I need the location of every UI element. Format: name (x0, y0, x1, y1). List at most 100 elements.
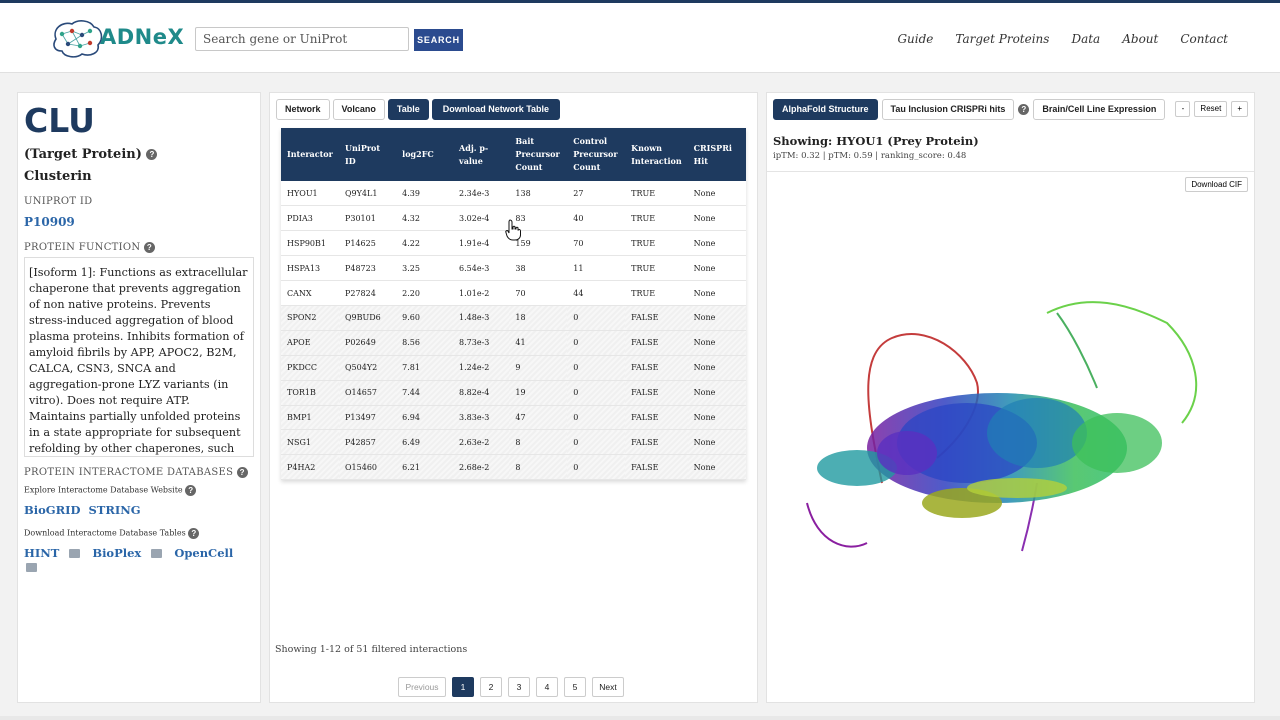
column-header[interactable]: Known Interaction (625, 128, 688, 181)
cell-log2fc: 4.22 (396, 230, 454, 257)
table-row[interactable]: PDIA3 P30101 4.32 3.02e-4 83 40 TRUE None (281, 205, 746, 232)
main-nav: Guide Target Proteins Data About Contact (897, 32, 1228, 46)
help-icon[interactable]: ? (185, 485, 197, 496)
tab-tau-crispri-hits[interactable]: Tau Inclusion CRISPRi hits (881, 99, 1015, 120)
page-1-button[interactable]: 1 (452, 677, 474, 697)
protein-function-text[interactable]: [Isoform 1]: Functions as extracellular … (24, 257, 254, 457)
table-row[interactable]: HYOU1 Q9Y4L1 4.39 2.34e-3 138 27 TRUE None (281, 181, 746, 207)
cell-adj-pvalue: 2.68e-2 (453, 454, 510, 481)
cell-adj-pvalue: 1.01e-2 (453, 280, 510, 306)
table-row[interactable]: HSPA13 P48723 3.25 6.54e-3 38 11 TRUE None (281, 255, 746, 282)
cell-uniprot: Q9Y4L1 (338, 181, 397, 207)
help-icon[interactable]: ? (188, 528, 200, 539)
next-page-button[interactable]: Next (592, 677, 624, 697)
nav-data[interactable]: Data (1071, 32, 1101, 46)
nav-target-proteins[interactable]: Target Proteins (955, 32, 1050, 46)
column-header[interactable]: Interactor (281, 128, 339, 181)
cell-known-interaction: TRUE (625, 255, 688, 282)
column-header[interactable]: UniProt ID (338, 128, 397, 181)
nav-contact[interactable]: Contact (1180, 32, 1228, 46)
tab-network[interactable]: Network (276, 99, 330, 120)
cell-uniprot: O14657 (338, 380, 397, 406)
nav-about[interactable]: About (1122, 32, 1159, 46)
column-header[interactable]: CRISPRi Hit (687, 128, 746, 181)
cell-adj-pvalue: 3.02e-4 (453, 205, 510, 232)
tab-table[interactable]: Table (387, 99, 429, 120)
nav-guide[interactable]: Guide (897, 32, 934, 46)
page-2-button[interactable]: 2 (480, 677, 502, 697)
column-header[interactable]: log2FC (396, 128, 454, 181)
cell-bait-count: 70 (509, 280, 568, 306)
cell-known-interaction: TRUE (625, 181, 688, 207)
tab-alphafold-structure[interactable]: AlphaFold Structure (773, 99, 878, 120)
brain-network-logo-icon[interactable] (48, 19, 183, 59)
protein-structure-viewer[interactable] (787, 293, 1227, 583)
tab-brain-cell-line-expression[interactable]: Brain/Cell Line Expression (1033, 99, 1166, 120)
folder-icon (151, 549, 163, 558)
cell-adj-pvalue: 1.48e-3 (453, 305, 510, 331)
cell-known-interaction: FALSE (625, 355, 688, 381)
tab-volcano[interactable]: Volcano (332, 99, 385, 120)
logo-text[interactable]: ADNeX (100, 25, 185, 49)
cell-known-interaction: FALSE (625, 330, 688, 356)
table-row[interactable]: P4HA2 O15460 6.21 2.68e-2 8 0 FALSE None (281, 454, 746, 481)
biogrid-link[interactable]: BioGRID (24, 503, 81, 517)
table-row[interactable]: SPON2 Q9BUD6 9.60 1.48e-3 18 0 FALSE None (281, 305, 746, 331)
table-row[interactable]: BMP1 P13497 6.94 3.83e-3 47 0 FALSE None (281, 405, 746, 431)
page-4-button[interactable]: 4 (536, 677, 558, 697)
reset-view-button[interactable]: Reset (1194, 101, 1228, 117)
structure-panel: AlphaFold Structure Tau Inclusion CRISPR… (766, 92, 1255, 703)
protein-type: (Target Protein) ? (24, 147, 158, 162)
page-3-button[interactable]: 3 (508, 677, 530, 697)
cell-adj-pvalue: 6.54e-3 (453, 255, 510, 282)
cell-bait-count: 8 (509, 454, 568, 481)
help-icon[interactable]: ? (143, 242, 155, 253)
cell-known-interaction: FALSE (625, 429, 688, 456)
download-cif-button[interactable]: Download CIF (1185, 177, 1248, 192)
column-header[interactable]: Adj. p-value (453, 128, 510, 181)
interactome-heading: PROTEIN INTERACTOME DATABASES ? (24, 467, 248, 478)
cell-log2fc: 2.20 (396, 280, 454, 306)
help-icon[interactable]: ? (146, 149, 158, 160)
uniprot-link[interactable]: P10909 (24, 215, 75, 229)
previous-page-button[interactable]: Previous (398, 677, 446, 697)
string-link[interactable]: STRING (88, 503, 141, 517)
cell-adj-pvalue: 8.82e-4 (453, 380, 510, 406)
zoom-out-button[interactable]: - (1175, 101, 1191, 117)
cell-log2fc: 7.44 (396, 380, 454, 406)
cell-interactor: BMP1 (281, 405, 339, 431)
cell-crispri-hit: None (687, 405, 746, 431)
help-icon[interactable]: ? (1018, 104, 1030, 115)
help-icon[interactable]: ? (236, 467, 248, 478)
column-header[interactable]: Bait Precursor Count (509, 128, 568, 181)
cell-crispri-hit: None (687, 429, 746, 456)
zoom-in-button[interactable]: + (1231, 101, 1248, 117)
interactions-panel: Network Volcano Table Download Network T… (269, 92, 758, 703)
table-row[interactable]: PKDCC Q504Y2 7.81 1.24e-2 9 0 FALSE None (281, 355, 746, 381)
hint-link[interactable]: HINT (24, 546, 81, 560)
cell-control-count: 0 (567, 405, 626, 431)
cell-adj-pvalue: 2.63e-2 (453, 429, 510, 456)
protein-type-label: (Target Protein) (24, 147, 142, 162)
search-input[interactable] (195, 27, 409, 51)
table-row[interactable]: NSG1 P42857 6.49 2.63e-2 8 0 FALSE None (281, 429, 746, 456)
cell-uniprot: P14625 (338, 230, 397, 257)
table-row[interactable]: CANX P27824 2.20 1.01e-2 70 44 TRUE None (281, 280, 746, 306)
cell-interactor: CANX (281, 280, 339, 306)
table-row[interactable]: APOE P02649 8.56 8.73e-3 41 0 FALSE None (281, 330, 746, 356)
cell-crispri-hit: None (687, 280, 746, 306)
column-header[interactable]: Control Precursor Count (567, 128, 626, 181)
folder-icon (69, 549, 81, 558)
cell-control-count: 0 (567, 380, 626, 406)
interactions-table: Interactor UniProt ID log2FC Adj. p-valu… (281, 128, 746, 481)
table-row[interactable]: TOR1B O14657 7.44 8.82e-4 19 0 FALSE None (281, 380, 746, 406)
cell-adj-pvalue: 1.91e-4 (453, 230, 510, 257)
table-header-row: Interactor UniProt ID log2FC Adj. p-valu… (281, 128, 746, 181)
page-5-button[interactable]: 5 (564, 677, 586, 697)
cell-known-interaction: FALSE (625, 405, 688, 431)
cell-crispri-hit: None (687, 380, 746, 406)
bioplex-link[interactable]: BioPlex (92, 546, 163, 560)
download-network-table-button[interactable]: Download Network Table (431, 99, 561, 120)
opencell-link[interactable]: OpenCell (24, 546, 241, 574)
search-button[interactable]: SEARCH (414, 29, 463, 51)
